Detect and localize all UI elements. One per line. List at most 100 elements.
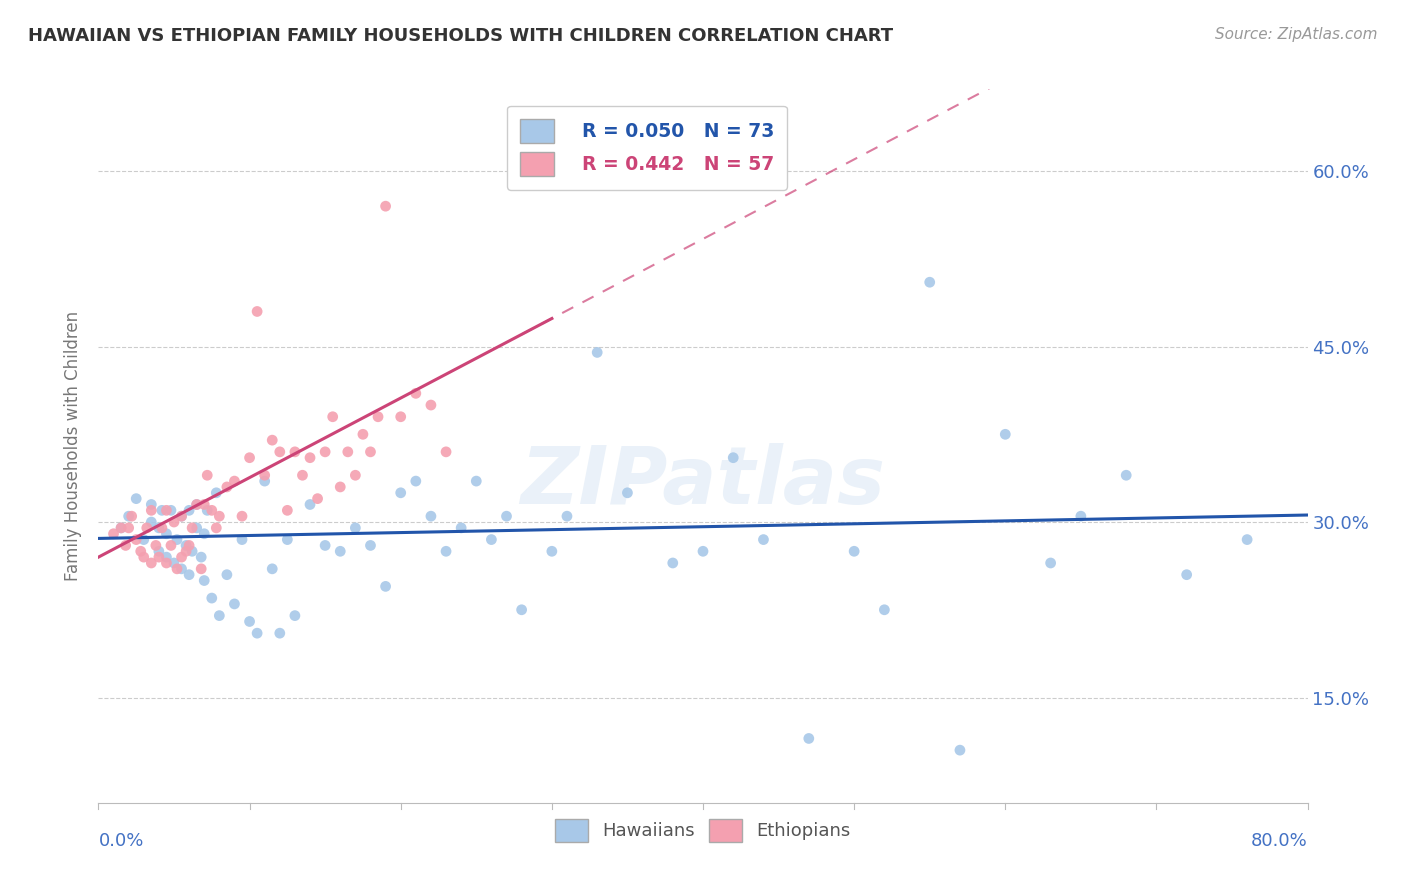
Point (239, 615, 262, 629)
Point (163, 515, 186, 529)
Point (208, 509, 231, 524)
Point (253, 474, 276, 488)
Point (166, 562, 188, 576)
Point (367, 409, 389, 424)
Point (322, 409, 344, 424)
Point (844, 544, 866, 558)
Point (170, 562, 193, 576)
Point (150, 521, 173, 535)
Point (723, 450, 745, 465)
Point (420, 509, 443, 524)
Point (205, 485, 228, 500)
Point (125, 491, 148, 506)
Point (118, 509, 141, 524)
Point (616, 485, 638, 500)
Point (155, 526, 177, 541)
Point (555, 509, 578, 524)
Point (329, 480, 352, 494)
Point (481, 533, 503, 547)
Point (215, 567, 238, 582)
Point (148, 550, 170, 565)
Point (262, 433, 284, 447)
Point (1115, 468, 1137, 483)
Text: 0.0%: 0.0% (98, 832, 143, 850)
Point (299, 450, 322, 465)
Point (344, 521, 367, 535)
Point (181, 521, 204, 535)
Point (661, 556, 683, 570)
Point (193, 574, 215, 588)
Point (873, 603, 896, 617)
Point (269, 445, 291, 459)
Point (344, 468, 367, 483)
Point (215, 480, 238, 494)
Point (155, 550, 177, 565)
Point (224, 597, 246, 611)
Point (110, 521, 132, 535)
Point (276, 533, 298, 547)
Point (314, 538, 336, 552)
Point (141, 498, 163, 512)
Point (405, 474, 427, 488)
Point (231, 533, 253, 547)
Text: ZIPatlas: ZIPatlas (520, 442, 886, 521)
Point (190, 562, 212, 576)
Point (145, 538, 167, 552)
Point (510, 603, 533, 617)
Point (231, 509, 253, 524)
Point (114, 538, 136, 552)
Point (405, 386, 427, 401)
Point (166, 533, 188, 547)
Point (360, 538, 382, 552)
Point (495, 509, 517, 524)
Point (186, 521, 208, 535)
Point (246, 626, 269, 640)
Point (434, 445, 457, 459)
Point (174, 538, 197, 552)
Point (246, 304, 269, 318)
Point (181, 544, 204, 558)
Point (434, 544, 457, 558)
Point (269, 626, 291, 640)
Point (135, 521, 157, 535)
Point (465, 474, 488, 488)
Point (170, 550, 193, 565)
Point (179, 567, 201, 582)
Point (1070, 509, 1092, 524)
Point (170, 509, 193, 524)
Point (284, 608, 307, 623)
Point (374, 579, 396, 593)
Point (224, 474, 246, 488)
Point (148, 521, 170, 535)
Point (132, 550, 155, 565)
Point (420, 398, 443, 412)
Point (389, 485, 412, 500)
Point (118, 521, 141, 535)
Point (186, 498, 208, 512)
Point (205, 521, 228, 535)
Point (141, 556, 163, 570)
Point (186, 498, 208, 512)
Point (155, 503, 177, 517)
Point (389, 409, 412, 424)
Text: 80.0%: 80.0% (1251, 832, 1308, 850)
Point (586, 345, 609, 359)
Point (299, 498, 322, 512)
Point (129, 544, 152, 558)
Point (155, 556, 177, 570)
Point (121, 509, 143, 524)
Text: HAWAIIAN VS ETHIOPIAN FAMILY HOUSEHOLDS WITH CHILDREN CORRELATION CHART: HAWAIIAN VS ETHIOPIAN FAMILY HOUSEHOLDS … (28, 27, 893, 45)
Point (1175, 567, 1198, 582)
Point (262, 562, 284, 576)
Point (148, 544, 170, 558)
Point (450, 521, 472, 535)
Point (336, 445, 359, 459)
Point (193, 526, 215, 541)
Point (208, 608, 231, 623)
Point (352, 427, 374, 442)
Point (276, 503, 298, 517)
Point (132, 533, 155, 547)
Point (141, 515, 163, 529)
Point (692, 544, 714, 558)
Point (201, 503, 224, 517)
